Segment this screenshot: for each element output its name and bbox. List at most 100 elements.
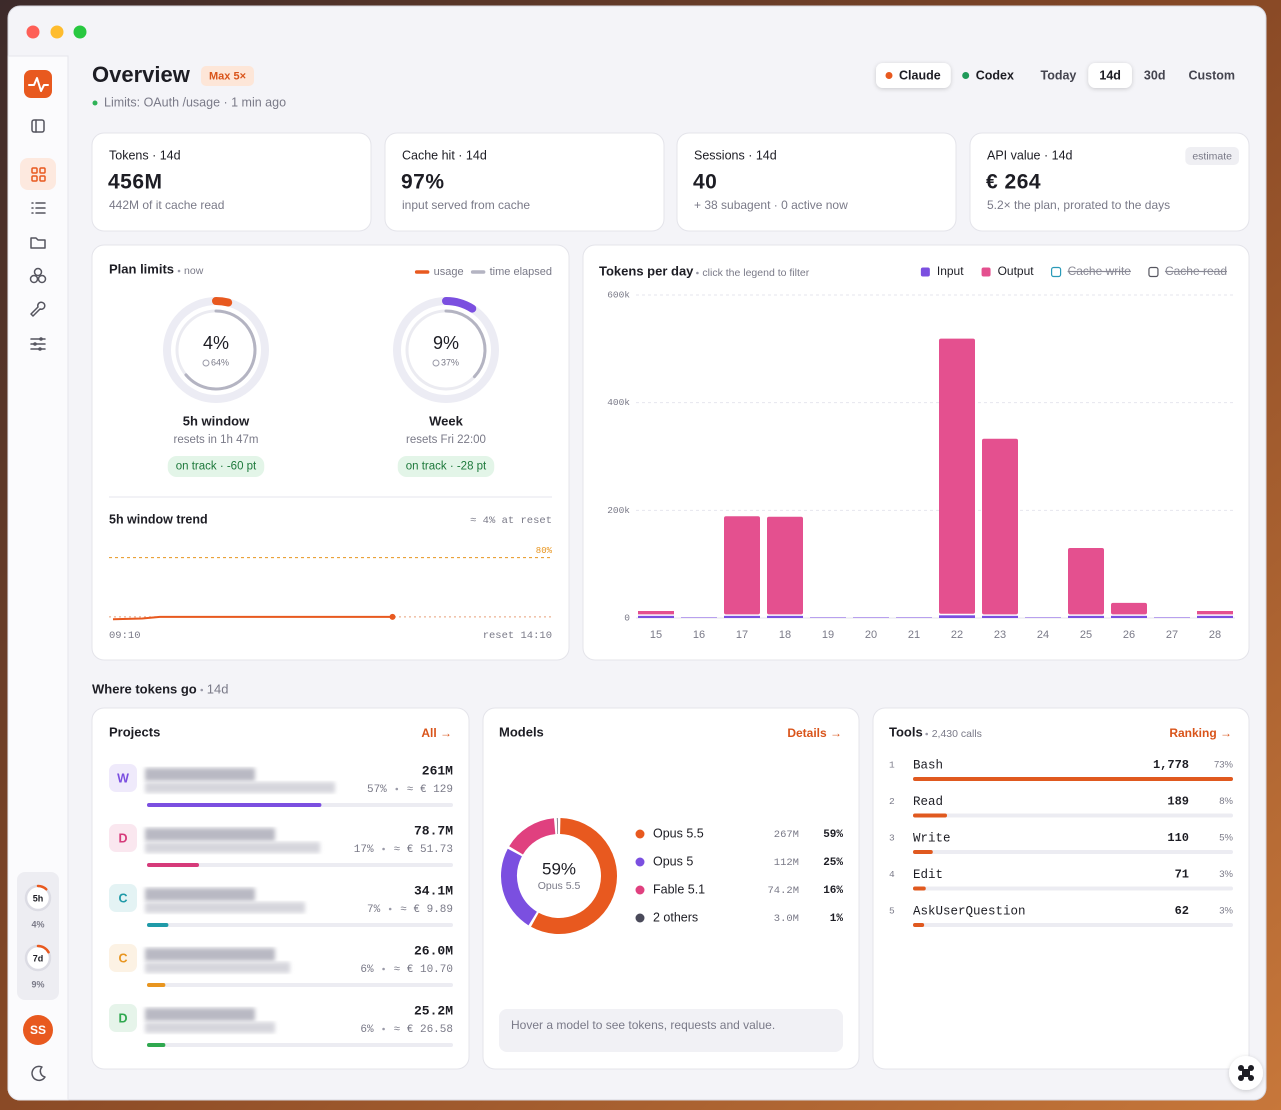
- mini-usage-arc: [36, 944, 50, 954]
- bar-segment: [1068, 548, 1104, 615]
- logo-pulse: [28, 77, 49, 92]
- legend-swatch[interactable]: [1148, 266, 1159, 278]
- legend-swatch[interactable]: [1050, 266, 1062, 278]
- close-button[interactable]: [26, 25, 40, 39]
- donut-segment: [531, 818, 617, 934]
- tool-name: Bash: [913, 758, 943, 772]
- gauge-elapsed-label: 64%: [211, 357, 229, 367]
- tool-count: 62: [1175, 904, 1189, 918]
- share-bar: [147, 983, 166, 987]
- plan-badge: Max 5×: [209, 70, 246, 82]
- kpi-value: 456M: [108, 171, 163, 194]
- project-initial: D: [118, 831, 127, 845]
- tools-link[interactable]: Ranking →: [1169, 726, 1232, 740]
- legend-label[interactable]: Input: [937, 264, 964, 278]
- plan-limits-card: [91, 244, 570, 661]
- section-title: Where tokens go: [92, 681, 197, 696]
- projects-link[interactable]: All →: [421, 726, 452, 740]
- legend-swatch[interactable]: [920, 267, 930, 277]
- project-cost: ≈ € 129: [407, 784, 453, 796]
- project-initial-bg: [109, 1004, 137, 1032]
- donut-segment: [501, 848, 538, 926]
- provider-name[interactable]: Claude: [899, 68, 941, 82]
- legend-label[interactable]: Cache read: [1165, 264, 1227, 278]
- current-point: [389, 613, 396, 620]
- provider-dot: [962, 72, 970, 79]
- tool-count: 110: [1167, 831, 1189, 845]
- x-tick-label: 16: [693, 629, 705, 641]
- tool-share: 3%: [1219, 869, 1233, 880]
- mini-limit-label: 5h: [33, 893, 44, 903]
- model-tokens: 112M: [774, 857, 799, 869]
- x-tick-label: 26: [1123, 629, 1135, 641]
- legend-label[interactable]: Output: [998, 264, 1035, 278]
- donut-center-name: Opus 5.5: [538, 880, 581, 892]
- tokens-chart-card: [582, 244, 1250, 661]
- bar-segment: [1197, 611, 1233, 615]
- project-cost: ≈ € 9.89: [400, 904, 453, 916]
- kpi-value: 97%: [401, 171, 445, 194]
- tool-bar: [913, 813, 948, 818]
- bar-segment: [638, 615, 674, 618]
- gauge-elapsed-label: 37%: [441, 357, 459, 367]
- project-share: 6%: [360, 964, 374, 976]
- kpi-value: € 264: [986, 171, 1041, 194]
- kpi-note: 442M of it cache read: [109, 198, 224, 212]
- model-name: 2 others: [653, 910, 698, 924]
- nav-sessions-icon[interactable]: [31, 202, 46, 214]
- model-tokens: 3.0M: [774, 913, 799, 925]
- nav-models-icon[interactable]: [29, 267, 47, 284]
- model-tokens: 74.2M: [767, 885, 799, 897]
- y-tick-label: 400k: [607, 397, 630, 408]
- timer-icon: [432, 359, 440, 367]
- model-dot: [635, 829, 645, 839]
- kpi-note: 5.2× the plan, prorated to the days: [987, 198, 1170, 212]
- provider-pill[interactable]: [876, 63, 951, 88]
- tool-rank: 1: [889, 760, 895, 771]
- bar-segment: [1111, 602, 1147, 615]
- toggle-sidebar-icon[interactable]: [31, 119, 45, 133]
- bar-segment: [982, 615, 1018, 618]
- tool-rank: 2: [889, 796, 895, 807]
- range-option[interactable]: 14d: [1099, 68, 1121, 82]
- range-option[interactable]: Custom: [1188, 68, 1235, 82]
- y-tick-label: 200k: [607, 505, 630, 516]
- theme-toggle[interactable]: [31, 1065, 46, 1082]
- range-option[interactable]: 30d: [1144, 68, 1166, 82]
- models-link[interactable]: Details →: [787, 726, 842, 740]
- blurred-project-name: [145, 828, 275, 841]
- separator-dot: [382, 1027, 385, 1031]
- bar-segment: [724, 516, 760, 615]
- gauge-name: 5h window: [183, 413, 250, 428]
- kpi-label: Cache hit · 14d: [402, 148, 487, 162]
- nav-tools-icon[interactable]: [30, 301, 46, 317]
- zoom-button[interactable]: [73, 25, 87, 39]
- x-tick-label: 23: [994, 629, 1006, 641]
- avatar-initials: SS: [30, 1023, 46, 1037]
- tool-count: 71: [1175, 868, 1189, 882]
- nav-projects-icon[interactable]: [30, 237, 46, 249]
- x-tick-label: 20: [865, 629, 877, 641]
- bar-segment: [1068, 615, 1104, 618]
- tool-count: 1,778: [1153, 758, 1189, 772]
- floating-button-icon: [1238, 1065, 1254, 1081]
- gauge-usage-label: 9%: [433, 333, 459, 353]
- legend-label[interactable]: Cache write: [1068, 264, 1132, 278]
- tokens-chart-title: Tokens per day: [599, 263, 694, 278]
- avatar[interactable]: [23, 1015, 53, 1045]
- legend-swatch[interactable]: [981, 267, 991, 277]
- separator-dot: [925, 732, 929, 736]
- nav-overview-icon[interactable]: [31, 167, 46, 182]
- model-share: 25%: [823, 857, 843, 869]
- project-share: 7%: [367, 904, 381, 916]
- range-pill[interactable]: [1088, 63, 1132, 88]
- range-option[interactable]: Today: [1040, 68, 1076, 82]
- tool-track: [913, 923, 1233, 927]
- nav-settings-icon[interactable]: [30, 337, 46, 351]
- nav-selected-bg: [20, 158, 56, 190]
- blurred-project-name: [145, 1008, 255, 1021]
- provider-name[interactable]: Codex: [976, 68, 1014, 82]
- separator-dot: [177, 269, 181, 273]
- minimize-button[interactable]: [50, 25, 64, 39]
